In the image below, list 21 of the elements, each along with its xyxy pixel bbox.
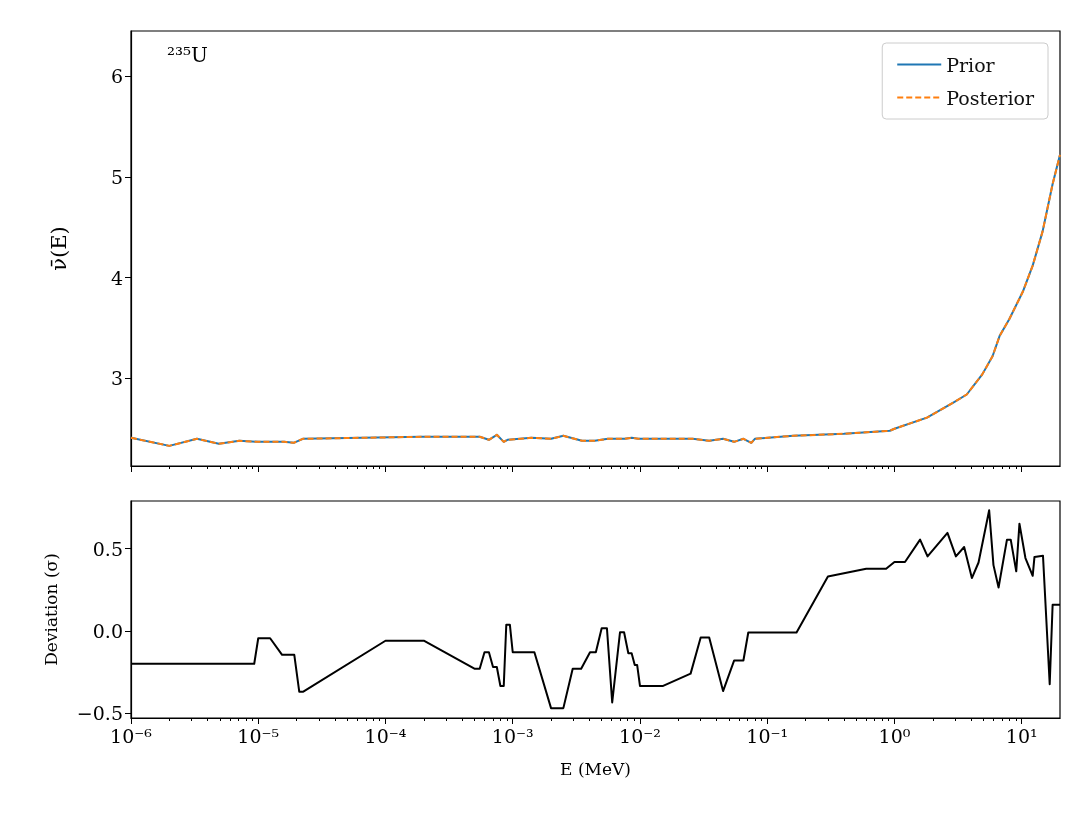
annotation: ²³⁵U: [167, 43, 208, 67]
y-tick-label: 0.0: [92, 619, 123, 642]
x-tick-label: 10⁻³: [491, 724, 534, 747]
y-tick-label: 3: [110, 367, 123, 390]
x-tick-label: 10¹: [1005, 724, 1038, 747]
x-tick-label: 10⁰: [878, 724, 911, 747]
x-tick-label: 10⁻⁵: [237, 724, 280, 747]
x-tick-label: 10⁻¹: [746, 724, 789, 747]
y-tick-label: 4: [110, 266, 123, 289]
x-tick-label: 10⁻²: [619, 724, 661, 747]
y-tick-label: −0.5: [76, 702, 123, 725]
y-axis-title: ν̄(E): [46, 226, 71, 271]
legend-label: Posterior: [946, 86, 1035, 109]
legend-label: Prior: [946, 53, 996, 76]
y-tick-label: 5: [110, 166, 123, 189]
x-tick-label: 10⁻⁴: [364, 724, 407, 747]
x-axis-title: E (MeV): [560, 758, 631, 779]
x-tick-label: 10⁻⁶: [110, 724, 153, 747]
y-axis-title: Deviation (σ): [40, 553, 61, 666]
y-tick-label: 0.5: [92, 537, 123, 560]
y-tick-label: 6: [110, 65, 123, 88]
